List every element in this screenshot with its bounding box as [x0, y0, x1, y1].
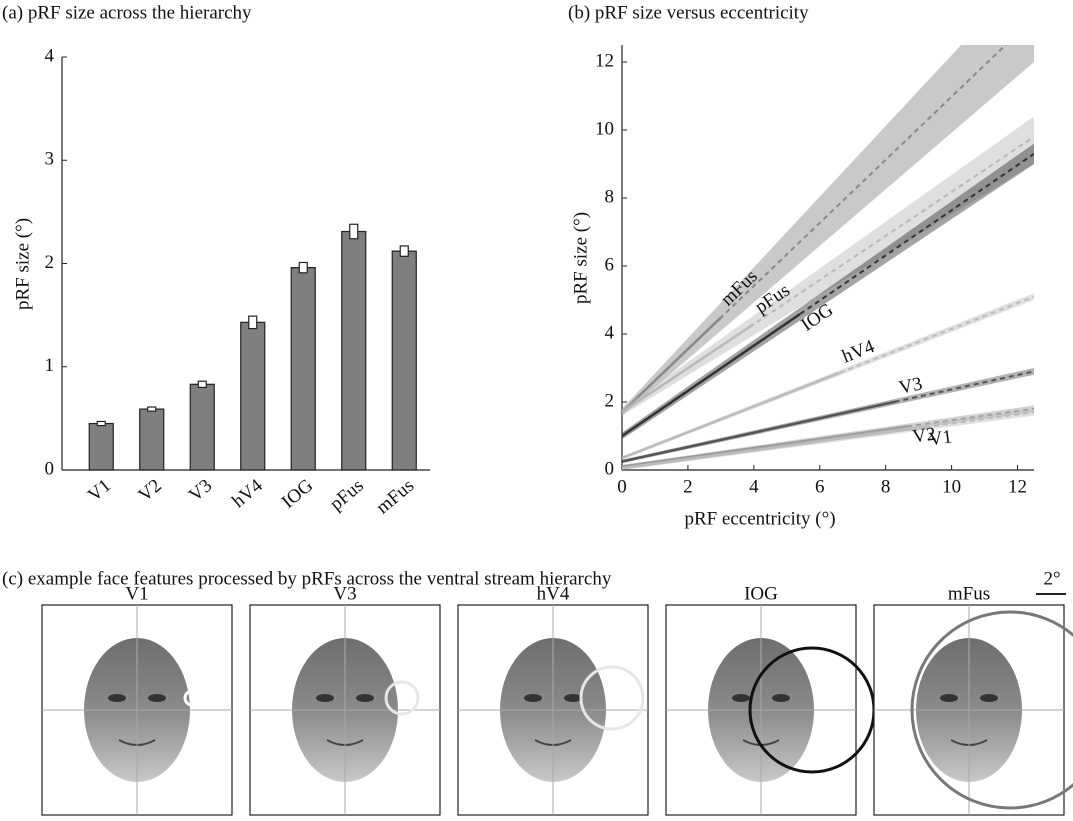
x-tick-label: 10	[942, 476, 961, 497]
prf-outline	[183, 689, 201, 707]
bar	[88, 422, 114, 471]
panel-label: hV4	[537, 583, 570, 604]
error-bar	[399, 245, 409, 257]
y-tick-label: 8	[605, 186, 615, 207]
x-tick-label: 6	[815, 476, 825, 497]
y-axis-label: pRF size (°)	[12, 218, 33, 310]
series-label: V2	[911, 424, 937, 448]
confidence-band	[622, 45, 1034, 416]
y-tick-label: 1	[45, 355, 55, 376]
series-label: V3	[897, 373, 924, 398]
x-tick-label: 0	[617, 476, 627, 497]
y-tick-label: 2	[45, 252, 55, 273]
y-tick-label: 12	[595, 50, 614, 71]
fit-line-solid	[622, 313, 801, 438]
bar	[290, 267, 316, 471]
fit-line-solid	[622, 371, 840, 460]
panel-label: V1	[125, 583, 148, 604]
eye	[316, 694, 334, 702]
y-tick-label: 4	[45, 45, 55, 66]
error-bar	[248, 315, 258, 330]
x-tick-label: mFus	[372, 475, 418, 518]
confidence-band	[622, 116, 1034, 416]
x-tick-label: pFus	[326, 475, 368, 515]
fit-line-solid	[622, 425, 926, 470]
y-tick-label: 6	[605, 254, 615, 275]
prf-outline	[384, 680, 420, 716]
panel-c-title: (c) example face features processed by p…	[2, 568, 612, 589]
eye	[524, 694, 542, 702]
panel-label: mFus	[948, 583, 990, 604]
bar	[240, 321, 266, 471]
x-tick-label: 8	[881, 476, 891, 497]
y-tick-label: 2	[605, 390, 615, 411]
eye	[356, 694, 374, 702]
eye	[148, 694, 166, 702]
bar	[391, 250, 417, 471]
x-tick-label: V3	[185, 475, 216, 506]
eye	[108, 694, 126, 702]
y-tick-label: 10	[595, 118, 614, 139]
x-tick-label: V2	[134, 475, 165, 506]
panel-a-title: (a) pRF size across the hierarchy	[2, 2, 252, 23]
panel-b-title: (b) pRF size versus eccentricity	[568, 2, 809, 23]
fit-line-solid	[622, 316, 722, 414]
x-tick-label: hV4	[228, 475, 267, 512]
bar	[341, 230, 367, 471]
eye	[772, 694, 790, 702]
error-bar	[349, 223, 359, 240]
scale-label: 2°	[1043, 568, 1060, 589]
series-label: V1	[928, 426, 954, 450]
y-tick-label: 0	[45, 458, 55, 479]
error-bar	[197, 380, 207, 388]
prf-outline	[579, 665, 645, 731]
error-bar	[147, 406, 157, 412]
eye	[940, 694, 958, 702]
x-tick-label: IOG	[278, 475, 318, 513]
x-tick-label: V1	[84, 475, 115, 506]
y-tick-label: 0	[605, 458, 615, 479]
fit-line-solid	[622, 323, 755, 414]
panel-label: V3	[333, 583, 356, 604]
y-tick-label: 3	[45, 149, 55, 170]
y-axis-label: pRF size (°)	[570, 212, 591, 304]
prf-outline	[910, 610, 1073, 810]
bar	[139, 408, 165, 471]
y-tick-label: 4	[605, 322, 615, 343]
error-bar	[96, 420, 106, 427]
x-tick-label: 12	[1008, 476, 1027, 497]
fit-line-solid	[622, 400, 896, 463]
fit-line-solid	[622, 425, 909, 468]
eye	[980, 694, 998, 702]
eye	[732, 694, 750, 702]
bar	[189, 383, 215, 471]
plot-area	[622, 45, 1034, 470]
panel-label: IOG	[744, 583, 778, 604]
x-tick-label: 4	[749, 476, 759, 497]
error-bar	[298, 261, 308, 274]
eye	[564, 694, 582, 702]
x-tick-label: 2	[683, 476, 693, 497]
x-axis-label: pRF eccentricity (°)	[684, 508, 835, 529]
